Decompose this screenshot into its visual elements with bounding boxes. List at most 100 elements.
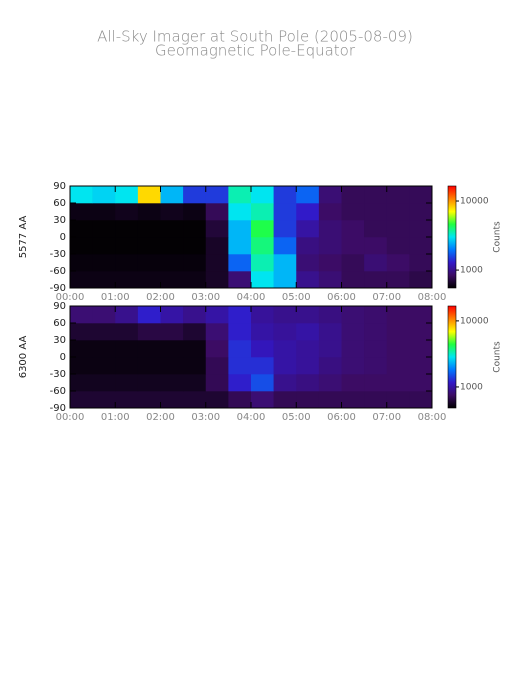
heatmap-cell [160,220,184,238]
heatmap-cell [341,254,365,272]
heatmap-cell [273,374,297,392]
heatmap-cell [70,186,93,204]
x-tick-label: 03:00 [191,292,220,303]
heatmap-cell [273,340,297,358]
heatmap-cell [251,374,274,392]
heatmap-cell [318,340,342,358]
heatmap-cell [409,186,433,204]
y-tick-label: 90 [53,181,66,192]
y-tick-label: -60 [50,386,66,397]
x-tick-label: 01:00 [101,412,130,423]
y-tick-label: -90 [50,403,66,414]
heatmap-cell [205,306,229,324]
heatmap-cell [341,374,365,392]
heatmap-cell [364,271,388,289]
heatmap-cell [341,391,365,409]
heatmap-cell [70,374,93,392]
heatmap-cell [341,357,365,375]
x-tick-label: 01:00 [101,292,130,303]
x-tick-label: 06:00 [327,292,356,303]
heatmap-cell [341,220,365,238]
heatmap-cell [115,306,139,324]
heatmap-cell [183,186,207,204]
heatmap-cell [183,271,207,289]
heatmap-cell [296,220,320,238]
heatmap-cell [251,340,274,358]
heatmap-cell [137,374,161,392]
heatmap-cell [318,203,342,221]
x-tick-label: 04:00 [237,292,266,303]
heatmap-cell [92,254,116,272]
heatmap-cell [296,323,320,341]
colorbar-label: Counts [493,221,503,253]
heatmap-cell [296,340,320,358]
heatmap-cell [409,340,433,358]
heatmap-cell [386,340,410,358]
heatmap-cell [137,203,161,221]
heatmap-cell [409,254,433,272]
heatmap-cell [137,186,161,204]
heatmap-cell [160,357,184,375]
heatmap-cell [364,323,388,341]
heatmap-cell [70,254,93,272]
y-tick-label: 0 [60,232,66,243]
x-tick-label: 02:00 [146,292,175,303]
heatmap-cell [160,237,184,255]
heatmap-cell [251,323,274,341]
heatmap-cell [228,254,252,272]
heatmap-cell [251,357,274,375]
heatmap-cell [137,323,161,341]
heatmap-cell [137,306,161,324]
x-tick-label: 03:00 [191,412,220,423]
chart-title: All-Sky Imager at South Pole (2005-08-09… [97,28,413,46]
heatmap-cell [273,306,297,324]
heatmap-cell [205,323,229,341]
heatmap-cell [318,374,342,392]
heatmap-cell [341,271,365,289]
heatmap-cell [318,220,342,238]
heatmap-cell [341,237,365,255]
heatmap-cell [115,357,139,375]
heatmap-cell [296,237,320,255]
heatmap-cell [228,203,252,221]
heatmap-cell [273,323,297,341]
heatmap-cell [273,220,297,238]
heatmap-cell [409,391,433,409]
heatmap-cell [183,323,207,341]
heatmap-cell [205,186,229,204]
heatmap-cell [251,254,274,272]
heatmap-cell [137,254,161,272]
heatmap-cell [296,374,320,392]
heatmap-cell [386,391,410,409]
y-tick-label: 30 [53,215,66,226]
heatmap-cell [160,374,184,392]
heatmap-cell [251,237,274,255]
heatmap-cell [341,203,365,221]
heatmap-cell [273,237,297,255]
heatmap-cell [409,271,433,289]
heatmap-cell [273,203,297,221]
heatmap-cell [70,237,93,255]
heatmap-cell [296,306,320,324]
heatmap-cell [70,357,93,375]
x-tick-label: 08:00 [418,412,447,423]
heatmap-cell [364,357,388,375]
heatmap-cell [92,306,116,324]
heatmap-cell [137,237,161,255]
heatmap-cell [205,203,229,221]
heatmap-cell [205,254,229,272]
heatmap-cell [228,271,252,289]
heatmap-cell [386,374,410,392]
y-tick-label: -30 [50,249,66,260]
heatmap-cell [409,374,433,392]
colorbar-tick-label: 1000 [460,382,483,392]
y-tick-label: 60 [53,318,66,329]
y-tick-label: -30 [50,369,66,380]
heatmap-cell [183,306,207,324]
heatmap-cell [364,237,388,255]
heatmap-cell [70,391,93,409]
x-tick-label: 02:00 [146,412,175,423]
heatmap-cell [386,186,410,204]
